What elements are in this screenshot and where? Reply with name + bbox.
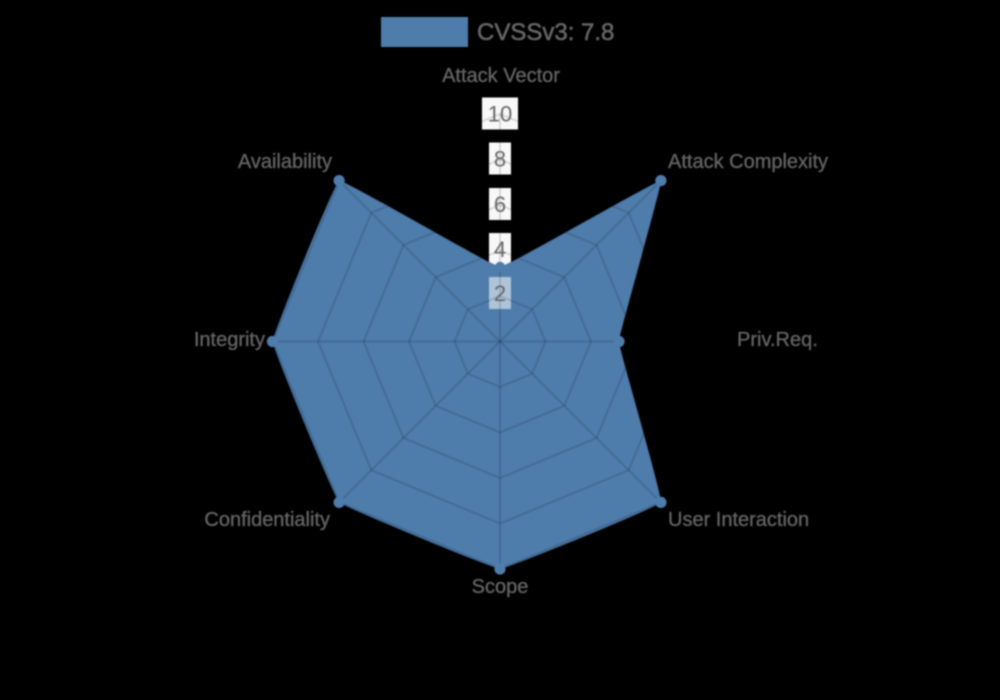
svg-text:6: 6 (494, 192, 506, 217)
svg-text:Attack Vector: Attack Vector (442, 65, 560, 87)
svg-text:8: 8 (494, 147, 506, 172)
svg-text:2: 2 (494, 281, 506, 306)
svg-text:Availability: Availability (238, 151, 332, 173)
svg-text:Priv.Req.: Priv.Req. (737, 329, 818, 351)
svg-text:Confidentiality: Confidentiality (204, 509, 330, 531)
svg-text:Scope: Scope (472, 576, 529, 598)
svg-text:10: 10 (488, 102, 512, 127)
svg-text:User Interaction: User Interaction (668, 509, 809, 531)
svg-text:4: 4 (494, 237, 506, 262)
svg-text:CVSSv3: 7.8: CVSSv3: 7.8 (477, 19, 614, 46)
svg-text:Integrity: Integrity (194, 329, 265, 351)
svg-text:Attack Complexity: Attack Complexity (668, 151, 828, 173)
